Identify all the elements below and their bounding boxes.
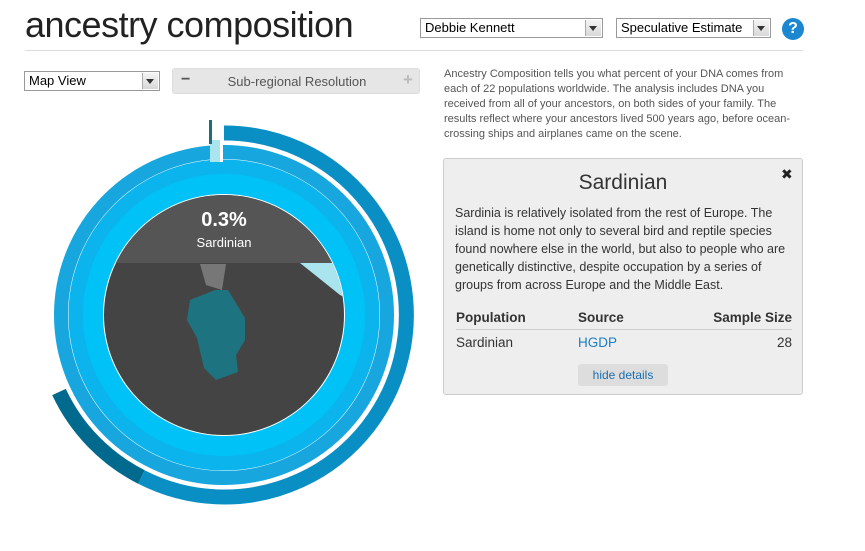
sardinia-map — [187, 290, 245, 380]
divider — [25, 50, 803, 51]
table-header: Sample Size — [713, 310, 792, 326]
profile-text: Debbie Kennett — [425, 20, 515, 35]
help-button[interactable]: ? — [782, 18, 804, 40]
close-button[interactable]: ✖ — [781, 166, 793, 182]
ring-gap — [220, 140, 223, 162]
page-title: ancestry composition — [25, 4, 354, 45]
ring-sliver — [209, 120, 212, 144]
details-text: Sardinia is relatively isolated from the… — [455, 206, 786, 292]
ring — [68, 159, 380, 471]
population-label: Sardinian — [197, 235, 252, 250]
profile-select[interactable]: Debbie Kennett — [420, 18, 603, 38]
details-panel: Sardinian ✖ Sardinia is relatively isola… — [443, 158, 803, 395]
details-title: Sardinian — [578, 171, 668, 194]
ring-segment — [52, 388, 145, 484]
estimate-text: Speculative Estimate — [621, 20, 743, 35]
map-shape — [200, 264, 226, 290]
resolution-label: Sub-regional Resolution — [227, 74, 367, 89]
minus-button[interactable]: − — [181, 71, 191, 88]
description: Ancestry Composition tells you what perc… — [444, 68, 791, 140]
ancestry-donut: 0.3% Sardinian — [52, 120, 414, 505]
ring-segment — [137, 125, 414, 505]
ring-sliver — [210, 140, 222, 162]
table-cell: Sardinian — [456, 334, 514, 350]
estimate-select[interactable]: Speculative Estimate — [616, 18, 771, 38]
ring — [54, 145, 394, 485]
table-header: Population — [456, 310, 526, 326]
view-select[interactable]: Map View — [24, 71, 160, 91]
source-link[interactable]: HGDP — [578, 334, 618, 350]
hide-details-button[interactable]: hide details — [578, 364, 668, 386]
view-text: Map View — [29, 73, 86, 88]
table-header: Source — [578, 310, 624, 326]
ring — [83, 174, 365, 456]
plus-button[interactable]: + — [403, 70, 413, 89]
percent-label: 0.3% — [201, 209, 247, 231]
population-table: Population Source Sample Size Sardinian … — [456, 307, 792, 355]
table-cell: 28 — [776, 334, 792, 350]
resolution-bar: − Sub-regional Resolution + — [172, 68, 420, 94]
